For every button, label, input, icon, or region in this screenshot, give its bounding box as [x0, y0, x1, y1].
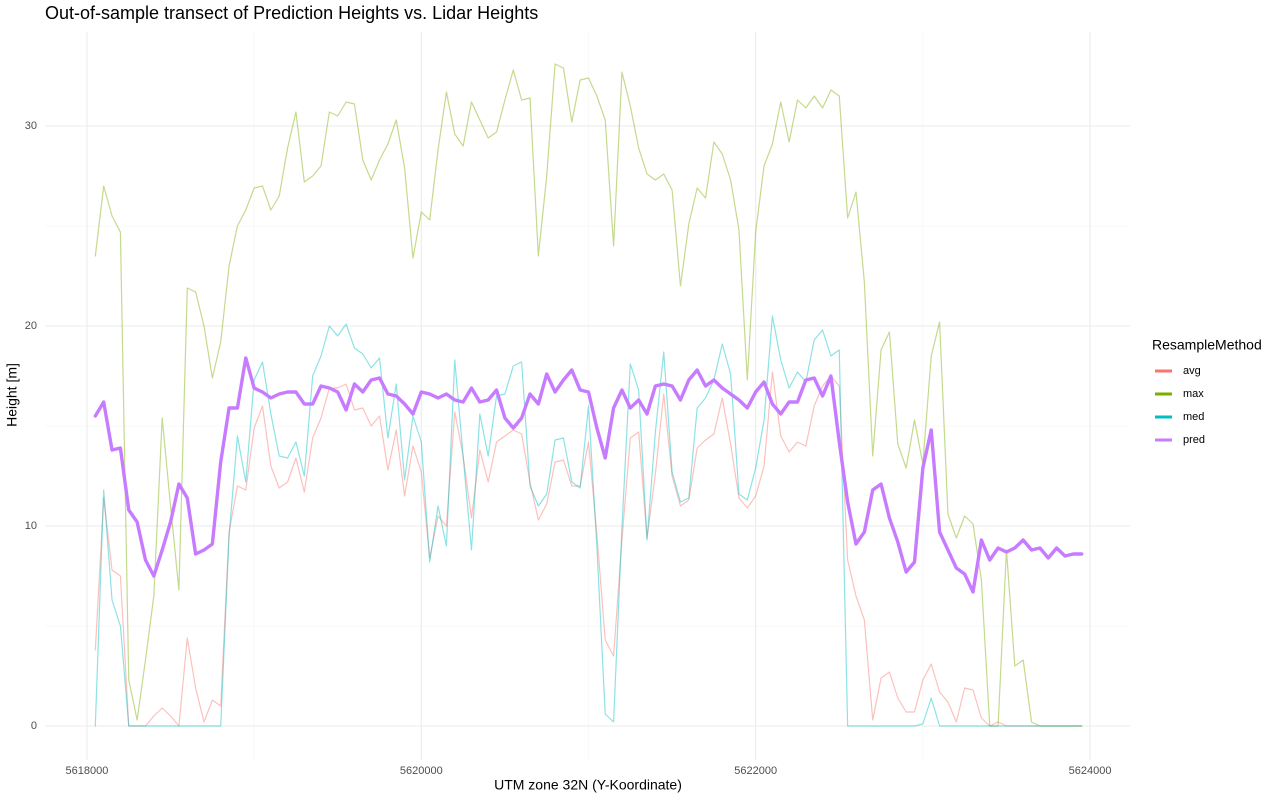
y-axis-title: Height [m] [4, 363, 20, 427]
series-line [94, 371, 1083, 727]
legend-label: pred [1183, 434, 1205, 446]
legend-label: med [1183, 411, 1204, 423]
y-tick-label: 0 [31, 720, 37, 732]
x-tick-label: 5620000 [400, 765, 443, 777]
chart-title: Out-of-sample transect of Prediction Hei… [45, 3, 538, 23]
series-line [93, 356, 1084, 594]
x-axis-title: UTM zone 32N (Y-Koordinate) [494, 777, 682, 793]
series-line [94, 63, 1083, 727]
legend-title: ResampleMethod [1152, 337, 1262, 353]
legend-label: avg [1183, 365, 1201, 377]
x-tick-label: 5624000 [1069, 765, 1112, 777]
x-tick-label: 5622000 [734, 765, 777, 777]
y-tick-label: 30 [25, 120, 37, 132]
y-tick-label: 10 [25, 520, 37, 532]
series-line [94, 315, 1083, 727]
legend-label: max [1183, 388, 1204, 400]
y-tick-label: 20 [25, 320, 37, 332]
x-tick-label: 5618000 [66, 765, 109, 777]
